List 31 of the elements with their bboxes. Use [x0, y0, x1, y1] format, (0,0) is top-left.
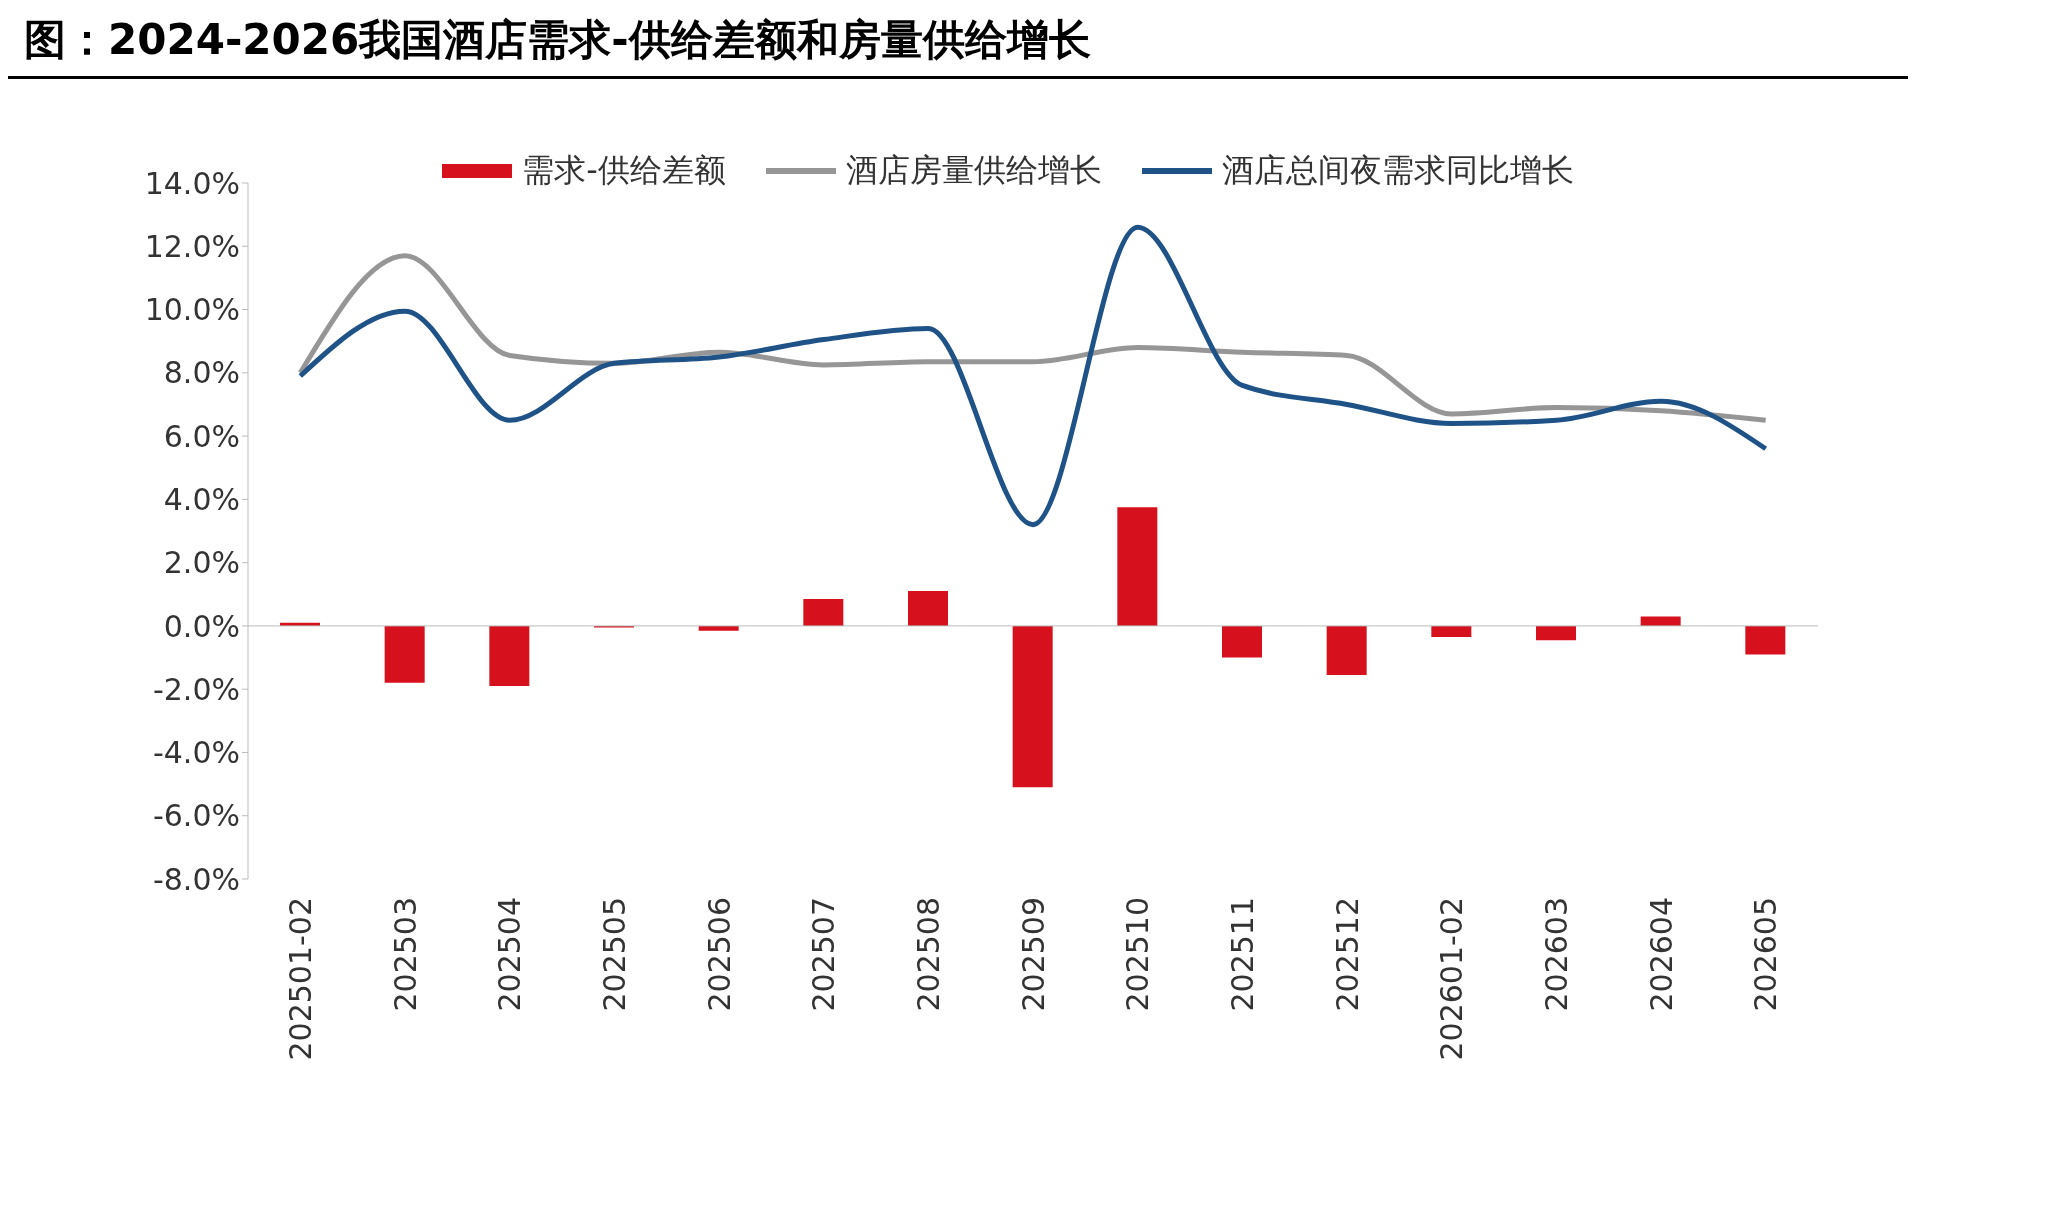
- x-tick-label: 202506: [701, 897, 737, 1012]
- legend-label: 酒店总间夜需求同比增长: [1220, 150, 1574, 191]
- x-tick-label: 202504: [492, 897, 528, 1012]
- y-tick-label: -2.0%: [152, 671, 240, 707]
- y-tick-label: -8.0%: [152, 861, 240, 897]
- x-tick-label: 202603: [1538, 897, 1574, 1012]
- y-tick-label: 8.0%: [163, 355, 240, 391]
- x-tick-label: 202604: [1643, 897, 1679, 1012]
- y-tick-label: 2.0%: [163, 545, 240, 581]
- legend-label: 需求-供给差额: [521, 150, 726, 191]
- y-tick-label: 0.0%: [163, 608, 240, 644]
- chart-title: 图：2024-2026我国酒店需求-供给差额和房量供给增长: [8, 8, 1908, 79]
- y-tick-label: 4.0%: [163, 482, 240, 518]
- x-tick-label: 202507: [806, 897, 842, 1012]
- x-tick-label: 202508: [910, 897, 946, 1012]
- y-tick-label: 10.0%: [144, 292, 240, 328]
- y-tick-label: 12.0%: [144, 228, 240, 264]
- x-tick-label: 202509: [1015, 897, 1051, 1012]
- x-tick-label: 202505: [596, 897, 632, 1012]
- y-tick-label: 14.0%: [144, 165, 240, 201]
- y-tick-label: -6.0%: [152, 798, 240, 834]
- x-tick-label: 202512: [1329, 897, 1365, 1012]
- x-tick-label: 202601-02: [1434, 897, 1470, 1061]
- x-tick-label: 202503: [387, 897, 423, 1012]
- legend-label: 酒店房量供给增长: [844, 150, 1102, 191]
- y-tick-label: 6.0%: [163, 418, 240, 454]
- x-tick-label: 202510: [1120, 897, 1156, 1012]
- x-tick-label: 202501-02: [282, 897, 318, 1061]
- x-tick-label: 202605: [1748, 897, 1784, 1012]
- y-tick-label: -4.0%: [152, 735, 240, 771]
- x-tick-label: 202511: [1224, 897, 1260, 1012]
